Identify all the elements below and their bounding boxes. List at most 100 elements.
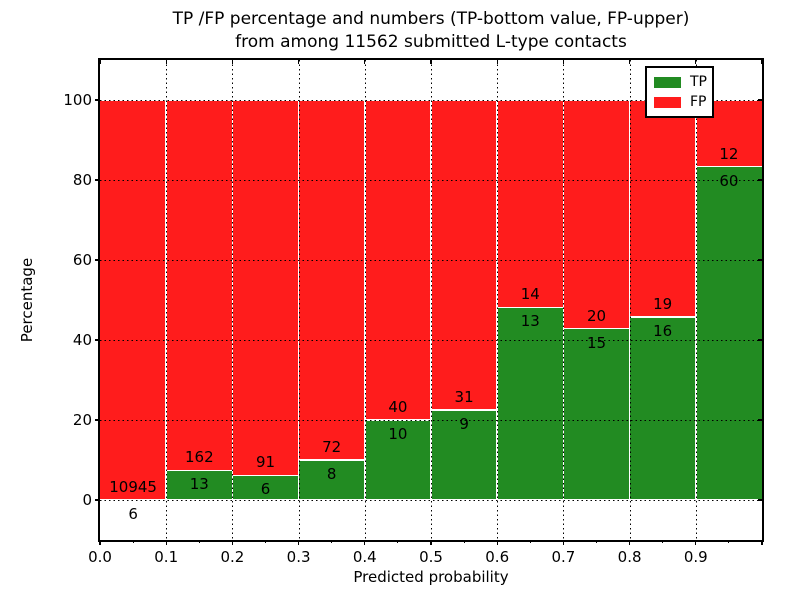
bar-segment-fp: [298, 100, 365, 460]
y-tick-mark: [95, 499, 100, 501]
bar-segment-fp: [563, 100, 630, 329]
tp-count-label: 6: [128, 504, 138, 523]
legend: TP FP: [645, 66, 714, 118]
x-tick-mark: [761, 60, 763, 64]
bar-segment-tp: [695, 166, 762, 500]
gridline-x: [629, 60, 631, 540]
fp-count-label: 31: [454, 388, 474, 406]
y-tick-mark: [95, 99, 100, 101]
bar-edge: [629, 316, 696, 318]
x-tick-mark: [695, 60, 697, 64]
tp-count-label: 13: [520, 312, 540, 331]
tp-count-label: 60: [719, 171, 739, 190]
fp-count-label: 14: [520, 285, 540, 304]
gridline-x: [232, 60, 234, 540]
x-tick-label: 0.1: [154, 548, 179, 566]
x-tick-mark: [430, 60, 432, 64]
x-minor-tick-mark: [529, 540, 531, 543]
y-tick-label: 60: [72, 251, 92, 269]
fp-count-label: 19: [653, 295, 673, 314]
tp-count-label: 6: [260, 480, 271, 499]
legend-label-tp: TP: [690, 74, 707, 90]
y-tick-mark: [758, 179, 762, 181]
y-tick-label: 80: [72, 171, 92, 189]
legend-label-fp: FP: [690, 94, 707, 110]
tp-count-label: 15: [586, 333, 607, 352]
bar-segment-fp: [166, 100, 233, 471]
x-tick-label: 0.2: [220, 548, 245, 566]
plot-area: 10945 6 162 13 91 6 72 8 40 10 31 9 14 13 20 15 19 16 12 60: [100, 60, 762, 540]
x-minor-tick-mark: [662, 540, 664, 543]
x-tick-label: 0.9: [683, 548, 708, 566]
fp-count-label: 10945: [109, 477, 157, 496]
x-tick-mark: [496, 60, 498, 64]
fp-count-label: 91: [255, 453, 276, 472]
x-tick-mark: [695, 540, 697, 545]
x-tick-label: 0.3: [286, 548, 311, 566]
x-minor-tick-mark: [463, 540, 465, 543]
x-tick-mark: [99, 60, 101, 64]
legend-swatch-fp: [654, 96, 681, 108]
bar-segment-fp: [232, 100, 299, 476]
y-tick-mark: [95, 339, 100, 341]
tp-count-label: 10: [388, 425, 408, 443]
gridline-x: [563, 60, 565, 540]
bar-segment-fp: [100, 100, 167, 500]
x-tick-mark: [629, 540, 631, 545]
x-tick-mark: [562, 60, 564, 64]
x-tick-label: 0.6: [485, 548, 510, 566]
y-tick-label: 40: [72, 331, 92, 349]
x-tick-label: 0.0: [88, 548, 112, 566]
bar-edge: [298, 459, 365, 461]
x-tick-mark: [761, 540, 763, 545]
gridline-x: [298, 60, 300, 540]
y-tick-mark: [758, 339, 762, 341]
x-tick-label: 0.7: [551, 548, 576, 566]
gridline-x: [497, 60, 499, 540]
x-tick-label: 0.8: [617, 548, 642, 566]
chart-title: TP /FP percentage and numbers (TP-bottom…: [100, 8, 762, 54]
x-tick-mark: [99, 540, 101, 545]
y-tick-label: 100: [63, 91, 92, 109]
x-minor-tick-mark: [198, 540, 200, 543]
bar-edge: [166, 469, 233, 472]
bar-segment-tp: [497, 307, 564, 500]
x-minor-tick-mark: [265, 540, 266, 543]
bar-segment-tp: [232, 475, 299, 500]
bar-edge: [431, 409, 498, 411]
y-tick-mark: [758, 99, 762, 101]
chart-title-line1: TP /FP percentage and numbers (TP-bottom…: [172, 9, 690, 29]
fp-count-label: 12: [719, 144, 739, 163]
x-tick-mark: [496, 540, 498, 545]
y-tick-mark: [95, 419, 100, 421]
y-tick-mark: [758, 259, 762, 261]
bar-segment-tp: [431, 410, 498, 500]
x-tick-mark: [165, 60, 167, 64]
bar-segment-fp: [497, 100, 564, 308]
y-tick-mark: [95, 179, 100, 181]
legend-swatch-tp: [654, 76, 681, 88]
bar-segment-fp: [431, 100, 498, 410]
gridline-x: [695, 60, 697, 540]
tp-count-label: 13: [189, 475, 209, 494]
fp-count-label: 40: [388, 398, 408, 416]
x-tick-mark: [231, 540, 233, 545]
bar-segment-tp: [563, 328, 630, 500]
x-tick-mark: [231, 60, 233, 64]
tp-count-label: 16: [653, 322, 673, 341]
tp-count-label: 9: [459, 415, 469, 433]
y-tick-mark: [758, 499, 762, 501]
x-tick-mark: [364, 540, 366, 545]
x-tick-mark: [165, 540, 167, 545]
bar-edge: [232, 474, 299, 476]
x-tick-mark: [298, 540, 300, 545]
bar-edge: [563, 327, 630, 330]
bar-edge: [695, 165, 762, 168]
bar-segment-tp: [166, 470, 233, 500]
y-tick-mark: [95, 259, 100, 261]
y-axis-label: Percentage: [18, 257, 36, 343]
x-minor-tick-mark: [728, 540, 730, 543]
x-tick-mark: [298, 60, 300, 64]
x-tick-mark: [364, 60, 366, 64]
